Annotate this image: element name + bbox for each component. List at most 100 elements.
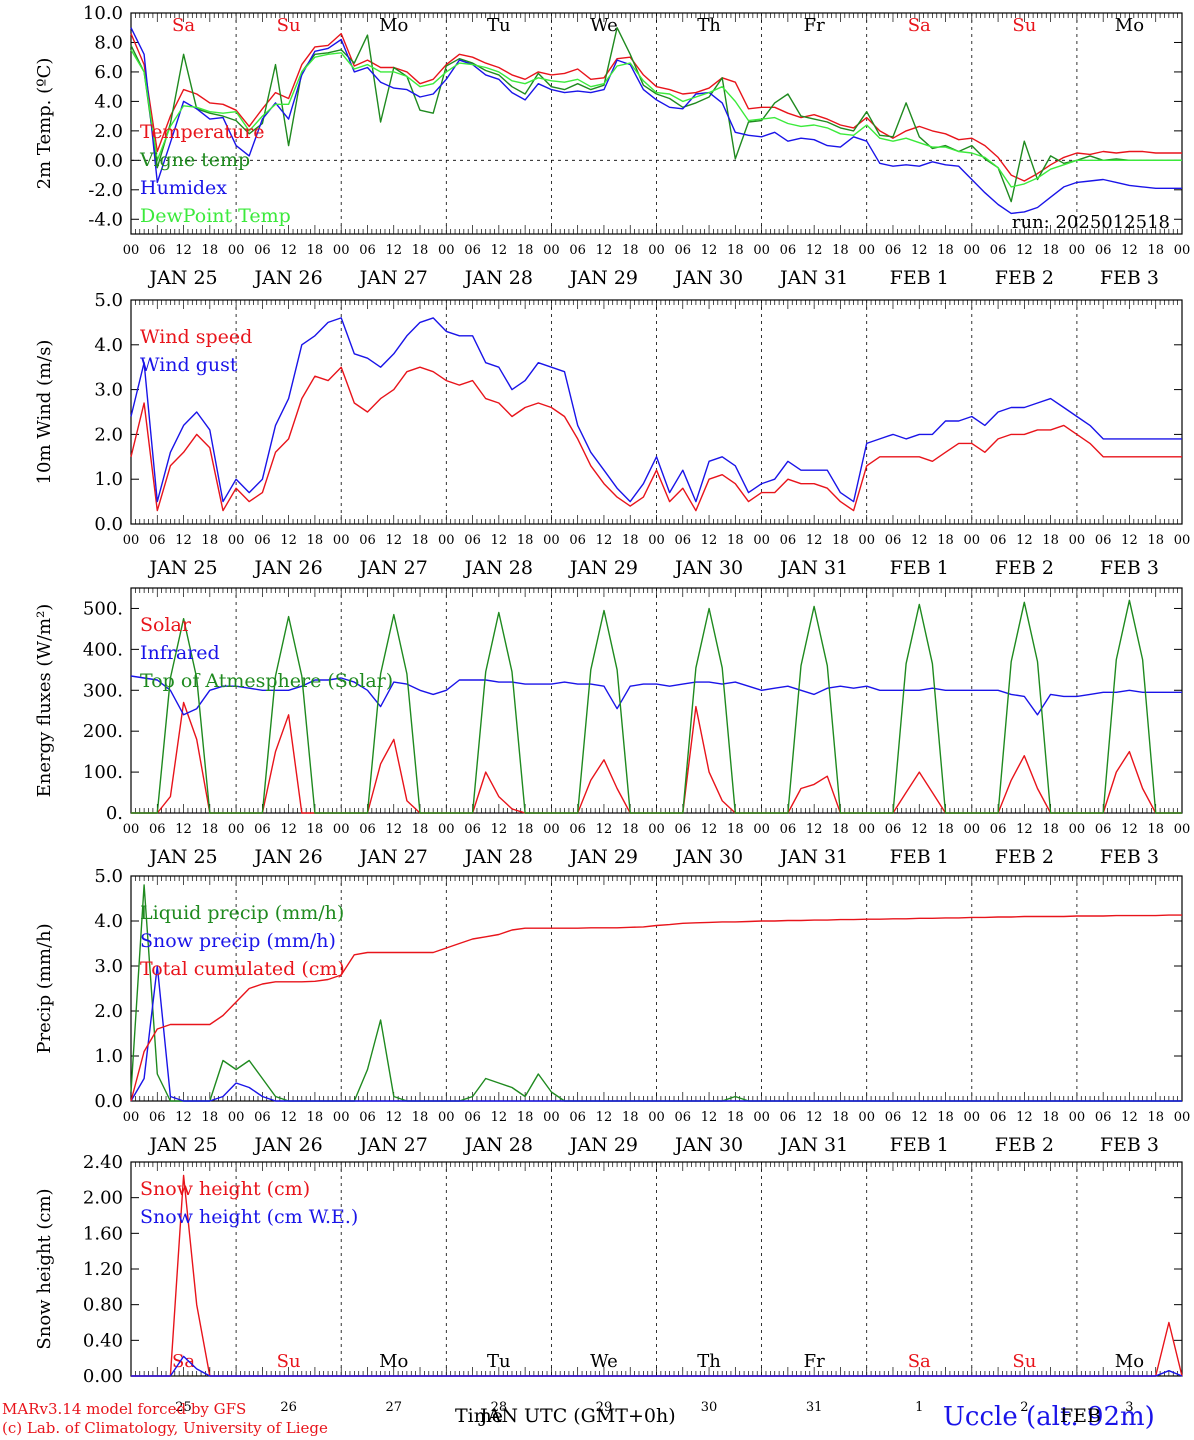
x-hour-label: 00 [648,1110,665,1125]
credit-line-1: MARv3.14 model forced by GFS [2,1400,247,1418]
y-axis-label: Snow height (cm) [34,1188,55,1349]
x-hour-label: 18 [517,1110,534,1125]
x-date-label: FEB 3 [1100,267,1159,289]
weekday-label: Mo [1115,15,1144,36]
series-line-1 [130,366,1182,512]
y-tick-label: 10.0 [83,3,123,24]
x-day-number: 2 [1020,1400,1028,1415]
legend-entry: Liquid precip (mm/h) [140,902,344,924]
y-axis-label: Precip (mm/h) [34,923,55,1053]
series-line-4 [130,49,1182,188]
weekday-label: Sa [908,1351,931,1372]
x-hour-label: 00 [228,243,245,258]
x-hour-label: 18 [412,533,429,548]
y-tick-label: 400. [83,639,123,660]
x-date-label: JAN 29 [568,557,638,579]
x-hour-label: 06 [464,822,481,837]
panel-1: 10.0 8.0 6.0 4.0 2.0 0.0 -2.0 -4.0 2m Temp. (ºC)… [34,3,1190,289]
y-tick-label: -2.0 [88,180,123,201]
x-hour-label: 12 [806,822,823,837]
x-hour-label: 06 [149,533,166,548]
legend-entry: Vigne temp [139,149,250,171]
legend-entry: Snow height (cm W.E.) [140,1206,358,1228]
y-tick-label: 4.0 [94,91,123,112]
x-hour-label: 18 [1147,243,1164,258]
x-date-label: JAN 28 [463,267,533,289]
x-hour-label: 18 [727,533,744,548]
y-tick-label: 0.40 [83,1330,123,1351]
x-hour-label: 00 [123,533,140,548]
legend-entry: DewPoint Temp [140,205,291,227]
x-date-label: JAN 29 [568,1134,638,1156]
x-hour-label: 18 [202,533,219,548]
weekday-label: Mo [379,1351,408,1372]
x-hour-label: 12 [385,533,402,548]
x-hour-label: 06 [780,243,797,258]
x-hour-label: 00 [964,243,981,258]
x-hour-label: 06 [780,1110,797,1125]
month-overlay-label: FEB [1060,1405,1102,1427]
x-hour-label: 00 [753,1110,770,1125]
series-line-3 [131,599,1182,814]
weekday-label: Sa [172,1351,195,1372]
x-hour-label: 00 [964,533,981,548]
x-hour-label: 00 [543,1110,560,1125]
x-hour-label: 12 [1121,1110,1138,1125]
x-hour-label: 06 [359,822,376,837]
x-hour-label: 06 [569,243,586,258]
x-hour-label: 00 [858,1110,875,1125]
x-hour-label: 12 [1121,533,1138,548]
plot-frame [130,12,1183,235]
x-date-label: JAN 26 [253,1134,323,1156]
x-hour-label: 12 [911,533,928,548]
x-hour-label: 12 [280,533,297,548]
weekday-label: Th [697,1351,721,1372]
x-hour-label: 00 [753,243,770,258]
x-hour-label: 06 [675,1110,692,1125]
x-hour-label: 00 [1174,243,1191,258]
x-day-number: 28 [491,1400,508,1415]
run-label: run: 2025012518 [1012,212,1170,233]
x-hour-label: 00 [333,243,350,258]
x-hour-label: 06 [885,1110,902,1125]
x-hour-label: 18 [202,243,219,258]
x-hour-label: 18 [622,533,639,548]
x-hour-label: 18 [727,1110,744,1125]
y-tick-label: 2.0 [94,424,123,445]
x-hour-label: 00 [438,243,455,258]
x-date-label: FEB 2 [995,267,1054,289]
x-hour-label: 12 [175,822,192,837]
x-hour-label: 18 [412,822,429,837]
legend-entry: Infrared [140,642,220,664]
x-hour-label: 00 [753,533,770,548]
y-tick-label: 6.0 [94,62,123,83]
x-date-label: FEB 2 [995,557,1054,579]
x-hour-label: 00 [858,822,875,837]
x-hour-label: 12 [701,243,718,258]
x-hour-label: 06 [675,243,692,258]
x-hour-label: 12 [596,243,613,258]
y-tick-label: 2.40 [83,1152,123,1173]
x-hour-label: 18 [517,533,534,548]
x-hour-label: 06 [254,822,271,837]
x-hour-label: 06 [1095,243,1112,258]
series-line-2 [130,965,1182,1102]
x-hour-label: 18 [1147,822,1164,837]
x-hour-label: 06 [569,533,586,548]
y-tick-label: 100. [83,762,123,783]
legend-entry: Humidex [140,177,227,199]
x-day-number: 30 [701,1400,718,1415]
x-date-label: FEB 2 [995,846,1054,868]
x-date-label: JAN 26 [253,557,323,579]
x-hour-label: 06 [1095,822,1112,837]
x-hour-label: 18 [202,822,219,837]
x-hour-label: 12 [280,243,297,258]
weekday-label: Tu [487,15,511,36]
x-hour-label: 18 [832,533,849,548]
x-hour-label: 12 [806,533,823,548]
x-hour-label: 00 [753,822,770,837]
x-hour-label: 06 [780,822,797,837]
y-tick-label: 5.0 [94,290,123,311]
y-tick-label: 0.80 [83,1295,123,1316]
x-date-label: JAN 31 [778,267,848,289]
